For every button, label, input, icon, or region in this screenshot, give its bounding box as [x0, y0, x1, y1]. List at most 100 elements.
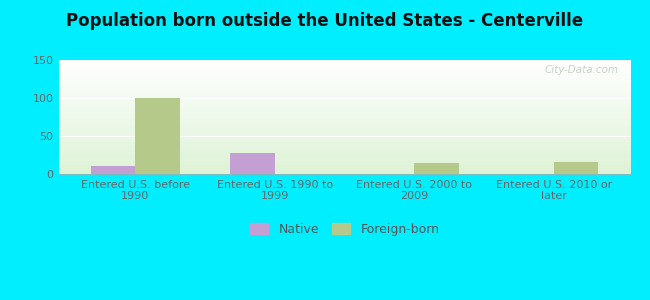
Bar [58, 62, 630, 63]
Bar [58, 134, 630, 135]
Bar [58, 127, 630, 128]
Bar [58, 73, 630, 74]
Bar [58, 152, 630, 153]
Bar [58, 74, 630, 75]
Bar [58, 119, 630, 120]
Bar [58, 110, 630, 111]
Bar [58, 76, 630, 77]
Bar [58, 156, 630, 157]
Bar [58, 124, 630, 125]
Bar [58, 111, 630, 112]
Bar [58, 164, 630, 165]
Bar [58, 100, 630, 101]
Bar [58, 68, 630, 69]
Bar [58, 149, 630, 150]
Bar [58, 161, 630, 162]
Bar [58, 131, 630, 132]
Bar [58, 154, 630, 155]
Legend: Native, Foreign-born: Native, Foreign-born [250, 223, 439, 236]
Bar [58, 115, 630, 116]
Bar [58, 122, 630, 123]
Bar [58, 103, 630, 104]
Bar [58, 85, 630, 86]
Bar [58, 155, 630, 156]
Bar [58, 162, 630, 163]
Bar [58, 167, 630, 168]
Bar [58, 153, 630, 154]
Bar [414, 163, 459, 174]
Bar [58, 77, 630, 78]
Bar [230, 153, 275, 174]
Bar [58, 69, 630, 70]
Bar [58, 81, 630, 82]
Bar [58, 98, 630, 99]
Bar [58, 82, 630, 83]
Text: City-Data.com: City-Data.com [545, 64, 619, 75]
Bar [58, 66, 630, 67]
Bar [58, 83, 630, 84]
Bar [58, 123, 630, 124]
Bar [58, 157, 630, 158]
Bar [58, 147, 630, 148]
Bar [58, 125, 630, 127]
Bar [58, 129, 630, 130]
Bar [58, 171, 630, 172]
Bar [58, 99, 630, 100]
Bar [58, 86, 630, 87]
Bar [58, 71, 630, 72]
Bar [58, 63, 630, 64]
Bar [58, 136, 630, 137]
Bar [58, 137, 630, 138]
Bar [58, 107, 630, 108]
Bar [58, 64, 630, 65]
Bar [58, 114, 630, 115]
Bar [58, 120, 630, 121]
Bar [58, 91, 630, 92]
Bar [58, 106, 630, 107]
Bar [58, 130, 630, 131]
Bar [58, 117, 630, 118]
Bar [58, 168, 630, 169]
Bar [58, 118, 630, 119]
Bar [58, 95, 630, 96]
Bar [58, 150, 630, 151]
Bar [58, 170, 630, 171]
Bar [58, 132, 630, 133]
Bar [58, 169, 630, 170]
Bar [58, 109, 630, 110]
Bar [58, 61, 630, 62]
Bar [58, 67, 630, 68]
Bar [58, 138, 630, 139]
Bar [58, 70, 630, 71]
Bar [58, 79, 630, 80]
Bar [58, 112, 630, 113]
Bar [58, 166, 630, 167]
Bar [58, 144, 630, 145]
Bar [58, 160, 630, 161]
Bar [58, 163, 630, 164]
Bar [58, 116, 630, 117]
Bar [58, 97, 630, 98]
Text: Population born outside the United States - Centerville: Population born outside the United State… [66, 12, 584, 30]
Bar [58, 141, 630, 142]
Bar [58, 143, 630, 144]
Bar [58, 135, 630, 136]
Bar [90, 167, 135, 174]
Bar [58, 101, 630, 102]
Bar [58, 104, 630, 105]
Bar [58, 88, 630, 89]
Bar [58, 93, 630, 94]
Bar [58, 92, 630, 93]
Bar [58, 139, 630, 140]
Bar [58, 148, 630, 149]
Bar [58, 105, 630, 106]
Bar [58, 121, 630, 122]
Bar [58, 133, 630, 134]
Bar [135, 98, 180, 174]
Bar [58, 142, 630, 143]
Bar [58, 90, 630, 91]
Bar [58, 128, 630, 129]
Bar [58, 65, 630, 66]
Bar [58, 84, 630, 85]
Bar [58, 159, 630, 160]
